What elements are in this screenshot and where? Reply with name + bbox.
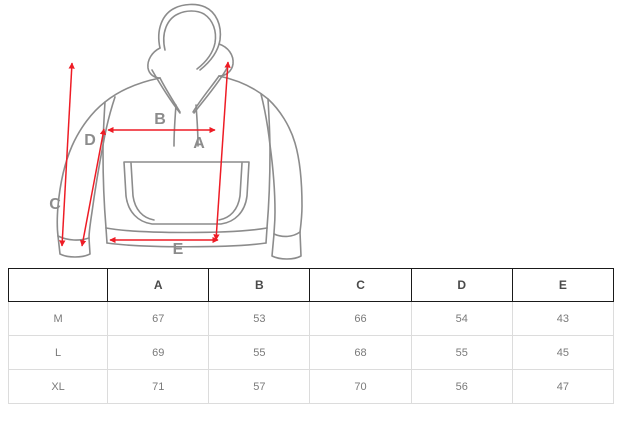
arrow-a: [213, 61, 231, 241]
measurement-label-e: E: [173, 241, 184, 258]
cell-b: 53: [208, 301, 310, 336]
table-row: XL 71 57 70 56 47: [7, 369, 615, 404]
arrow-d: [79, 128, 107, 247]
table-row: L 69 55 68 55 45: [7, 335, 615, 370]
cell-e: 43: [511, 301, 615, 336]
cell-a: 69: [107, 335, 209, 370]
table-header-row: A B C D E: [7, 268, 615, 302]
measurement-labels: A B C D E: [49, 111, 205, 258]
cell-d: 56: [410, 369, 513, 404]
cell-size: XL: [7, 369, 108, 404]
column-header-c: C: [309, 268, 412, 302]
cell-c: 66: [309, 301, 412, 336]
column-header-e: E: [511, 268, 615, 302]
measurement-label-c: C: [49, 196, 61, 213]
arrow-c: [59, 62, 75, 247]
cell-d: 55: [410, 335, 513, 370]
cell-c: 70: [309, 369, 412, 404]
cell-e: 47: [511, 369, 615, 404]
cell-size: L: [7, 335, 108, 370]
column-header-d: D: [410, 268, 513, 302]
cell-e: 45: [511, 335, 615, 370]
measurement-label-a: A: [193, 135, 205, 152]
measurement-label-b: B: [154, 111, 166, 128]
cell-b: 55: [208, 335, 310, 370]
table-row: M 67 53 66 54 43: [7, 301, 615, 336]
cell-d: 54: [410, 301, 513, 336]
cell-a: 67: [107, 301, 209, 336]
column-header-a: A: [107, 268, 209, 302]
column-header-size: [7, 268, 108, 302]
size-measurements-table: A B C D E M 67 53 66 54 43 L 69 55 68 55: [7, 268, 615, 404]
cell-a: 71: [107, 369, 209, 404]
measurement-arrows: [59, 61, 231, 247]
column-header-b: B: [208, 268, 310, 302]
cell-size: M: [7, 301, 108, 336]
hoodie-measurement-diagram: A B C D E: [49, 3, 303, 260]
cell-c: 68: [309, 335, 412, 370]
measurement-label-d: D: [84, 132, 96, 149]
cell-b: 57: [208, 369, 310, 404]
